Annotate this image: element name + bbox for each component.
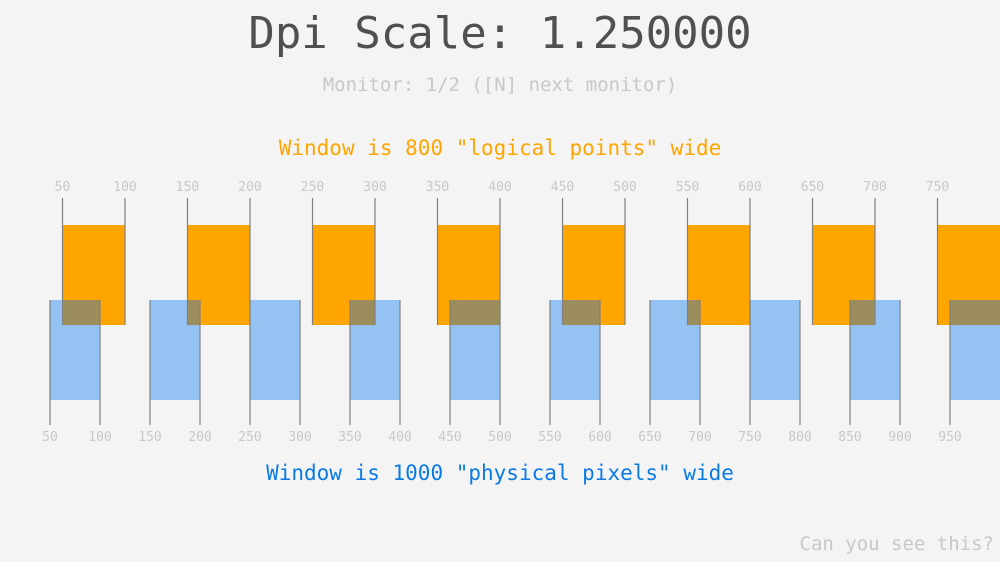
logical-tick-label: 500 [613, 180, 636, 195]
physical-tick-label: 100 [88, 430, 111, 445]
logical-tick-label: 750 [926, 180, 949, 195]
physical-tick-label: 150 [138, 430, 161, 445]
physical-tick-label: 700 [688, 430, 711, 445]
logical-tick-label: 650 [801, 180, 824, 195]
dpi-scale-title: Dpi Scale: 1.250000 [248, 8, 752, 59]
logical-tick-label: 150 [176, 180, 199, 195]
physical-tick-label: 650 [638, 430, 661, 445]
physical-tick-label: 400 [388, 430, 411, 445]
logical-tick-label: 50 [55, 180, 71, 195]
physical-tick-label: 750 [738, 430, 761, 445]
overlap-block [850, 300, 875, 325]
footer-text: Can you see this? [799, 533, 994, 555]
physical-tick-label: 800 [788, 430, 811, 445]
logical-tick-label: 450 [551, 180, 574, 195]
overlap-block [350, 300, 375, 325]
physical-tick-label: 350 [338, 430, 361, 445]
monitor-info: Monitor: 1/2 ([N] next monitor) [322, 74, 678, 96]
logical-tick-label: 250 [301, 180, 324, 195]
physical-tick-label: 50 [42, 430, 58, 445]
overlap-block [62, 300, 100, 325]
overlap-block [562, 300, 600, 325]
logical-width-label: Window is 800 "logical points" wide [278, 136, 722, 160]
logical-tick-label: 100 [113, 180, 136, 195]
physical-tick-label: 200 [188, 430, 211, 445]
physical-width-label: Window is 1000 "physical pixels" wide [266, 461, 734, 485]
physical-block [250, 300, 300, 400]
physical-tick-label: 600 [588, 430, 611, 445]
physical-tick-label: 500 [488, 430, 511, 445]
physical-tick-label: 950 [938, 430, 961, 445]
overlap-block [687, 300, 700, 325]
logical-tick-label: 600 [738, 180, 761, 195]
overlap-block [450, 300, 500, 325]
logical-tick-label: 200 [238, 180, 261, 195]
physical-tick-label: 300 [288, 430, 311, 445]
physical-block [750, 300, 800, 400]
physical-tick-label: 900 [888, 430, 911, 445]
physical-tick-label: 450 [438, 430, 461, 445]
physical-tick-label: 550 [538, 430, 561, 445]
physical-tick-label: 250 [238, 430, 261, 445]
overlap-block [950, 300, 1000, 325]
physical-tick-label: 850 [838, 430, 861, 445]
overlap-block [187, 300, 200, 325]
logical-tick-label: 300 [363, 180, 386, 195]
logical-tick-label: 550 [676, 180, 699, 195]
logical-tick-label: 700 [863, 180, 886, 195]
logical-tick-label: 400 [488, 180, 511, 195]
logical-tick-label: 350 [426, 180, 449, 195]
